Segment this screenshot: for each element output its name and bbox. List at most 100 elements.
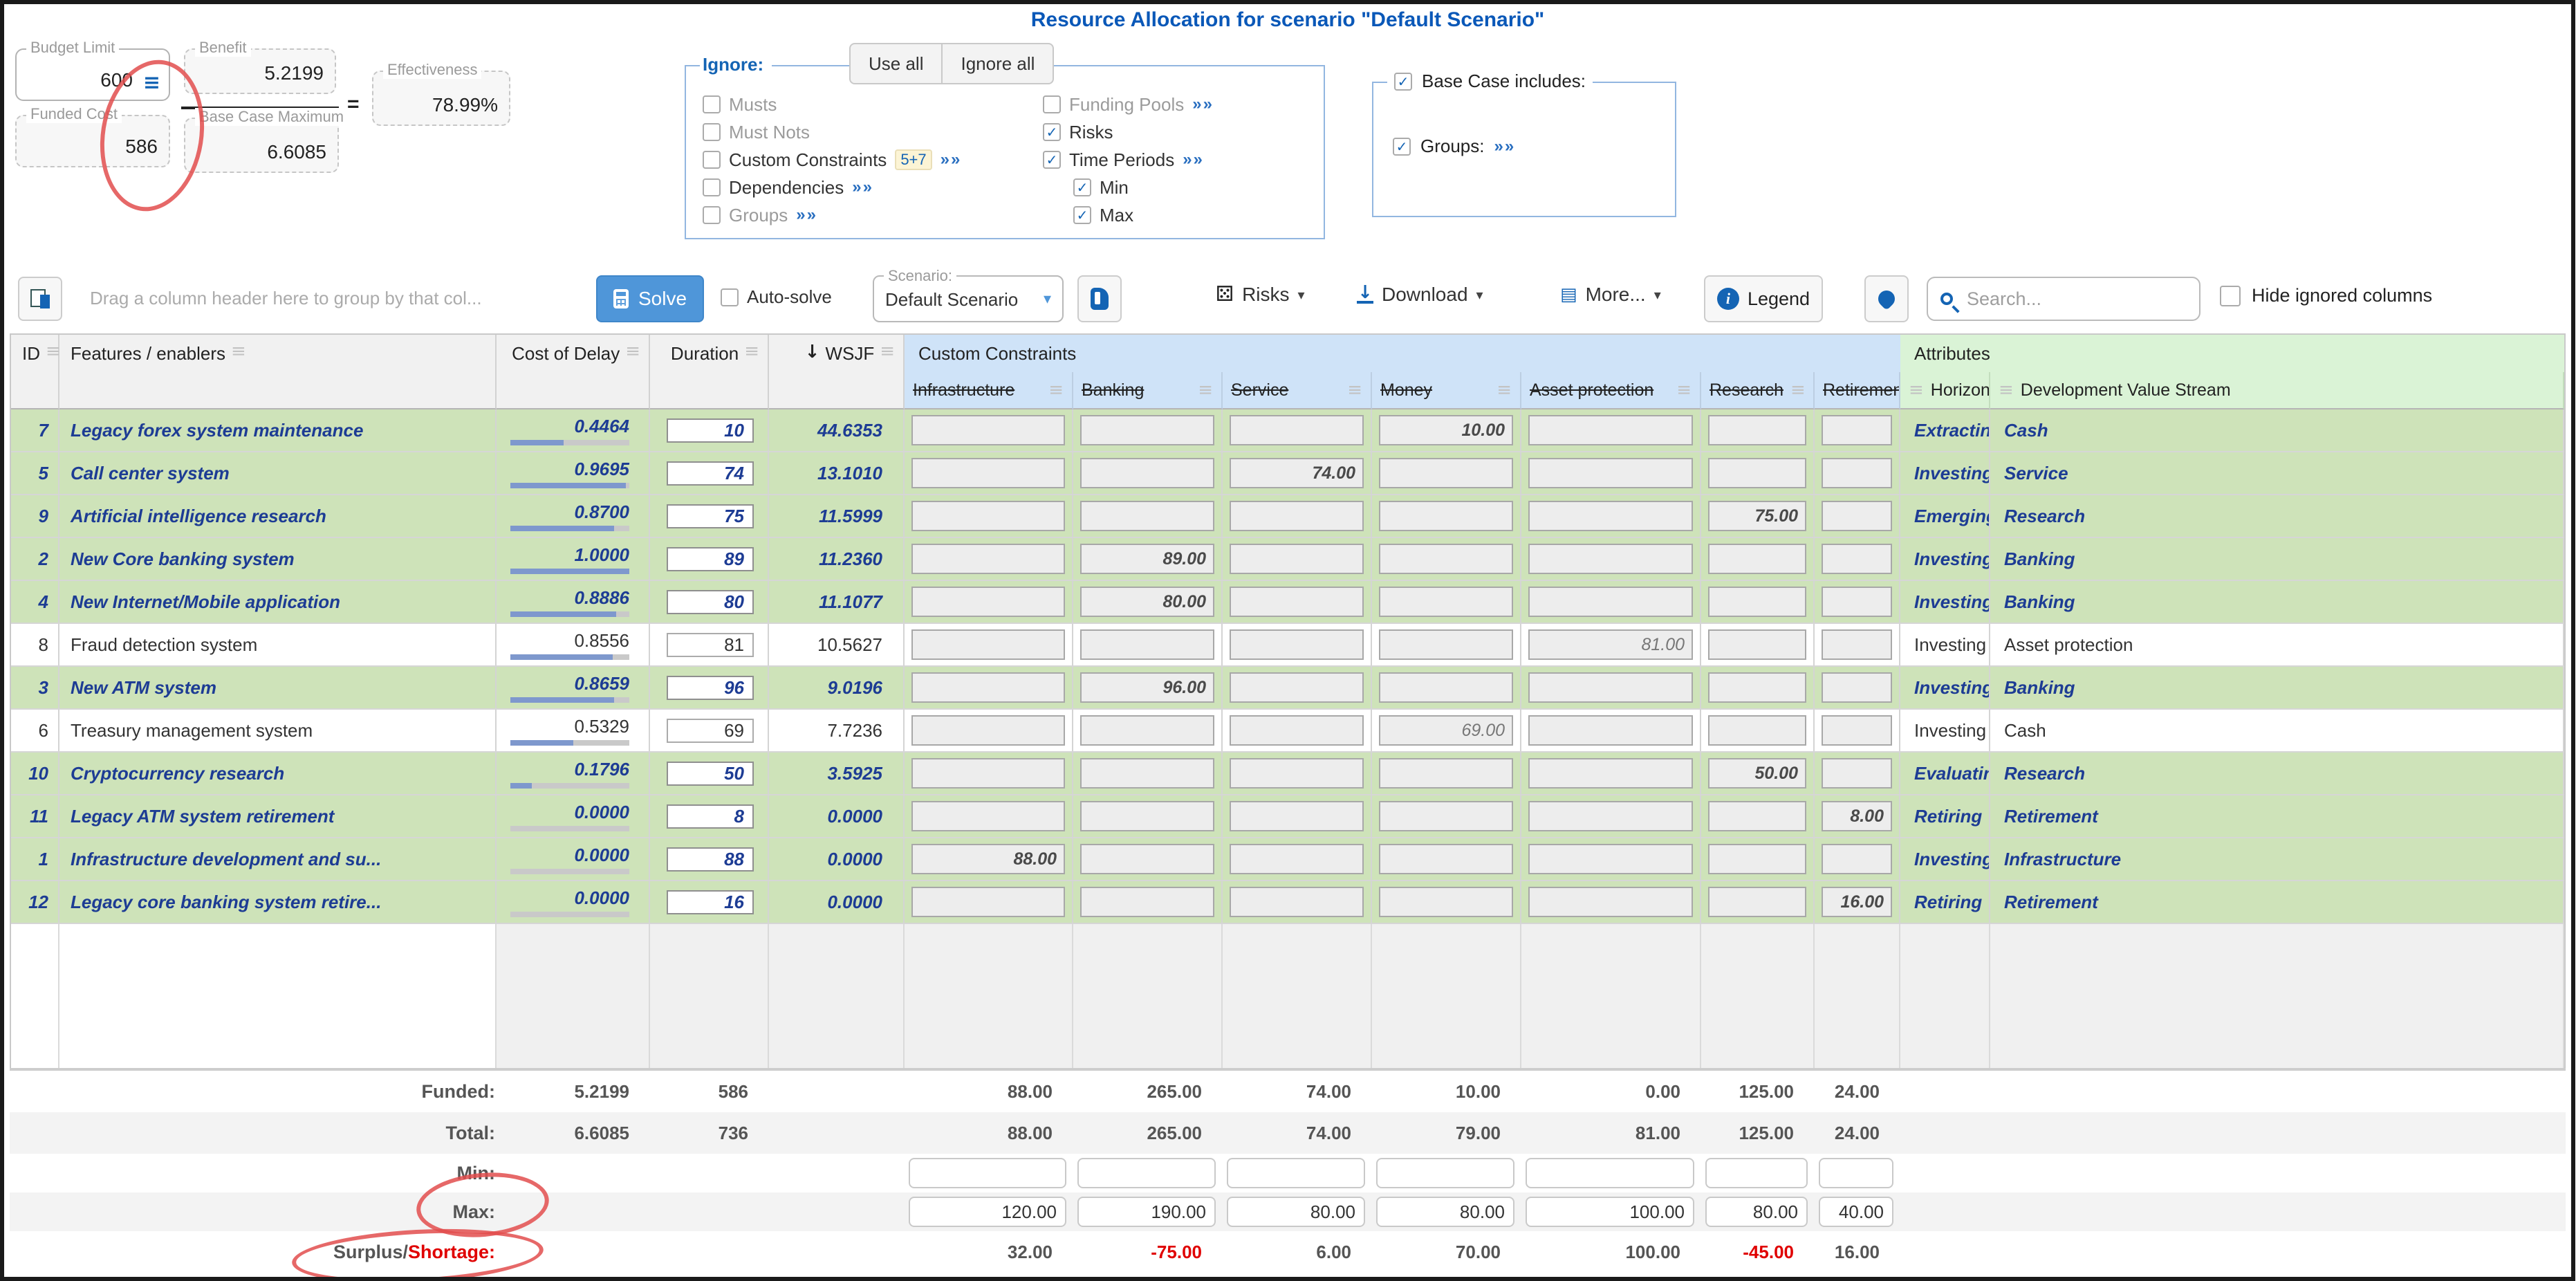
constraint-input[interactable] [1822,629,1892,660]
max-input[interactable]: 80.00 [1227,1197,1365,1227]
min-input[interactable] [1227,1158,1365,1188]
scenario-notes-button[interactable] [1077,275,1122,322]
expand-link[interactable]: »» [796,205,817,224]
constraint-input[interactable] [911,458,1065,488]
solve-button[interactable]: Solve [596,275,704,322]
constraint-input[interactable] [1822,672,1892,703]
col-header-infrastructure[interactable]: Infrastructure ≡ [905,372,1073,409]
min-input[interactable] [1077,1158,1216,1188]
constraint-input[interactable] [1379,501,1513,531]
constraint-input[interactable] [1080,458,1214,488]
constraint-input[interactable]: 81.00 [1528,629,1693,660]
table-row[interactable]: 9 Artificial intelligence research 0.8700 7… [11,495,2564,538]
table-row[interactable]: 5 Call center system 0.9695 74 13.1010 74.00 I… [11,452,2564,495]
col-header-service[interactable]: Service ≡ [1223,372,1372,409]
cost-of-delay-cell[interactable]: 0.0000 [497,795,650,837]
constraint-input[interactable] [1528,501,1693,531]
duration-input[interactable]: 89 [667,546,754,571]
download-menu[interactable]: ↓ Download ▾ [1357,284,1483,306]
constraint-input[interactable] [1528,887,1693,917]
column-menu-icon[interactable]: ≡ [1497,380,1512,400]
constraint-input[interactable] [1379,801,1513,831]
constraint-input[interactable] [1708,715,1806,746]
constraint-input[interactable] [911,758,1065,789]
checkbox[interactable] [703,123,721,141]
risks-menu[interactable]: ⚄ Risks ▾ [1216,284,1305,306]
max-input[interactable]: 120.00 [909,1197,1066,1227]
constraint-input[interactable] [1230,415,1364,445]
duration-input[interactable]: 10 [667,418,754,443]
constraint-input[interactable] [1230,801,1364,831]
constraint-input[interactable] [1379,758,1513,789]
constraint-input[interactable] [1708,887,1806,917]
constraint-input[interactable] [1080,844,1214,874]
constraint-input[interactable] [1528,415,1693,445]
max-input[interactable]: 80.00 [1376,1197,1514,1227]
constraint-input[interactable] [1379,672,1513,703]
checkbox[interactable] [703,206,721,224]
constraint-input[interactable] [1822,587,1892,617]
constraint-input[interactable] [1528,758,1693,789]
table-row[interactable]: 4 New Internet/Mobile application 0.8886 80… [11,581,2564,624]
max-input[interactable]: 80.00 [1705,1197,1808,1227]
checkbox[interactable] [1043,95,1061,113]
constraint-input[interactable] [1080,801,1214,831]
col-header-research[interactable]: Research ≡ [1701,372,1815,409]
constraint-input[interactable] [1528,715,1693,746]
table-row[interactable]: 11 Legacy ATM system retirement 0.0000 8 0.0… [11,795,2564,838]
constraint-input[interactable] [1379,544,1513,574]
constraint-input[interactable] [1230,715,1364,746]
constraint-input[interactable] [1080,887,1214,917]
constraint-input[interactable]: 50.00 [1708,758,1806,789]
column-menu-icon[interactable]: ≡ [231,341,246,362]
expand-link[interactable]: »» [940,150,962,169]
constraint-input[interactable] [1379,844,1513,874]
constraint-input[interactable] [911,801,1065,831]
constraint-input[interactable] [1822,844,1892,874]
constraint-input[interactable]: 10.00 [1379,415,1513,445]
constraint-input[interactable] [1230,672,1364,703]
scenario-select[interactable]: Scenario: Default Scenario ▾ [873,267,1064,322]
constraint-input[interactable]: 75.00 [1708,501,1806,531]
constraint-input[interactable] [1528,587,1693,617]
constraint-input[interactable] [1528,458,1693,488]
constraint-input[interactable] [1080,415,1214,445]
constraint-input[interactable] [1822,458,1892,488]
auto-solve-checkbox[interactable] [721,288,739,306]
min-input[interactable] [1376,1158,1514,1188]
table-row[interactable]: 10 Cryptocurrency research 0.1796 50 3.5925 5… [11,753,2564,795]
constraint-input[interactable] [911,672,1065,703]
cost-of-delay-cell[interactable]: 0.5329 [497,710,650,751]
table-row[interactable]: 2 New Core banking system 1.0000 89 11.2360 8… [11,538,2564,581]
expand-link[interactable]: »» [852,178,873,196]
constraint-input[interactable] [1708,415,1806,445]
min-input[interactable] [1705,1158,1808,1188]
checkbox[interactable]: ✓ [1043,123,1061,141]
budget-limit-value[interactable]: 600 [100,69,133,91]
clear-button[interactable] [1864,275,1909,322]
constraint-input[interactable] [1822,544,1892,574]
checkbox[interactable] [703,151,721,169]
min-input[interactable] [1819,1158,1893,1188]
constraint-input[interactable] [1822,501,1892,531]
table-row[interactable]: 12 Legacy core banking system retire... 0.… [11,881,2564,924]
constraint-input[interactable] [1528,844,1693,874]
constraint-input[interactable] [911,544,1065,574]
constraint-input[interactable] [1708,629,1806,660]
base-case-groups-link[interactable]: »» [1494,136,1516,156]
cost-of-delay-cell[interactable]: 0.8659 [497,667,650,708]
base-case-checkbox[interactable]: ✓ [1394,72,1412,91]
min-input[interactable] [909,1158,1066,1188]
table-row[interactable]: 3 New ATM system 0.8659 96 9.0196 96.00 Invest… [11,667,2564,710]
constraint-input[interactable]: 16.00 [1822,887,1892,917]
group-by-drop-zone[interactable]: Drag a column header here to group by th… [90,288,482,308]
constraint-input[interactable] [1379,887,1513,917]
constraint-input[interactable] [1230,544,1364,574]
duration-input[interactable]: 74 [667,461,754,486]
constraint-input[interactable]: 88.00 [911,844,1065,874]
max-input[interactable]: 100.00 [1526,1197,1694,1227]
cost-of-delay-cell[interactable]: 0.4464 [497,409,650,451]
col-header-features[interactable]: Features / enablers ≡ [59,335,497,409]
constraint-input[interactable] [1708,587,1806,617]
column-menu-icon[interactable]: ≡ [625,341,640,362]
